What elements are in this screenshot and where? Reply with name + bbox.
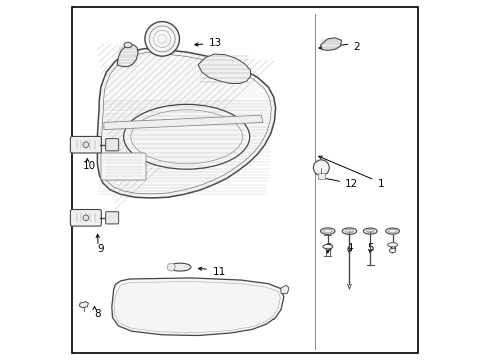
Text: 11: 11: [213, 267, 226, 277]
Text: 9: 9: [98, 244, 104, 254]
Ellipse shape: [386, 228, 399, 234]
FancyBboxPatch shape: [106, 212, 119, 224]
Text: 7: 7: [270, 312, 277, 322]
Ellipse shape: [323, 244, 333, 249]
FancyBboxPatch shape: [106, 139, 119, 151]
Text: 12: 12: [345, 179, 358, 189]
Circle shape: [145, 22, 179, 56]
Polygon shape: [104, 115, 263, 130]
Circle shape: [167, 263, 175, 271]
Polygon shape: [98, 49, 275, 198]
Text: 1: 1: [378, 179, 385, 189]
Circle shape: [314, 160, 329, 176]
Circle shape: [83, 215, 89, 221]
Text: 2: 2: [353, 42, 360, 52]
Text: 8: 8: [95, 309, 101, 319]
Polygon shape: [320, 38, 342, 50]
Polygon shape: [198, 54, 250, 84]
Text: 6: 6: [390, 243, 396, 253]
Polygon shape: [112, 278, 284, 336]
Polygon shape: [79, 302, 88, 308]
Text: 10: 10: [83, 161, 96, 171]
Text: 13: 13: [209, 38, 222, 48]
FancyBboxPatch shape: [71, 210, 101, 226]
Ellipse shape: [364, 228, 377, 234]
Ellipse shape: [123, 104, 250, 169]
Circle shape: [83, 142, 89, 148]
Text: 4: 4: [347, 243, 353, 253]
FancyBboxPatch shape: [71, 136, 101, 153]
FancyBboxPatch shape: [318, 173, 325, 179]
Polygon shape: [281, 285, 289, 293]
Polygon shape: [117, 45, 138, 67]
Text: 3: 3: [325, 243, 332, 253]
Ellipse shape: [124, 42, 132, 48]
Ellipse shape: [390, 248, 396, 253]
Text: 5: 5: [368, 243, 374, 253]
Ellipse shape: [170, 263, 191, 271]
Ellipse shape: [320, 228, 335, 234]
FancyBboxPatch shape: [101, 153, 146, 180]
Ellipse shape: [342, 228, 357, 234]
Ellipse shape: [388, 243, 398, 247]
